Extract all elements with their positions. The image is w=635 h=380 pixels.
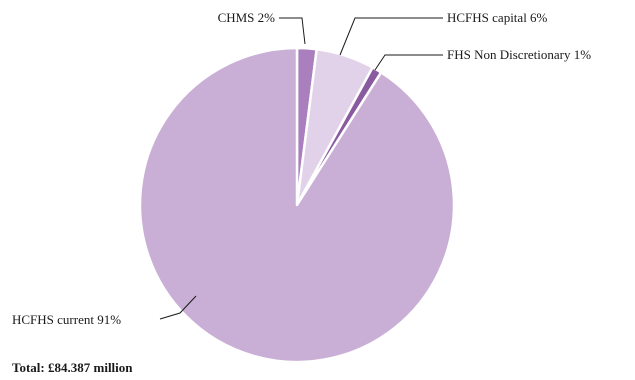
leader-line-chms: [279, 17, 306, 45]
slice-label-hcfhs-current: HCFHS current 91%: [12, 312, 121, 327]
pie-slice-hcfhs-current: [138, 46, 456, 364]
slice-label-chms: CHMS 2%: [218, 10, 276, 25]
leader-line-fhs-non-discretionary: [374, 54, 443, 71]
leader-line-hcfhs-current: [159, 295, 197, 320]
slice-label-fhs-non-discretionary: FHS Non Discretionary 1%: [447, 47, 591, 62]
total-label: Total: £84.387 million: [12, 360, 133, 375]
pie-slices: [138, 46, 456, 364]
slice-label-hcfhs-capital: HCFHS capital 6%: [447, 10, 548, 25]
leader-line-hcfhs-capital: [339, 17, 443, 56]
